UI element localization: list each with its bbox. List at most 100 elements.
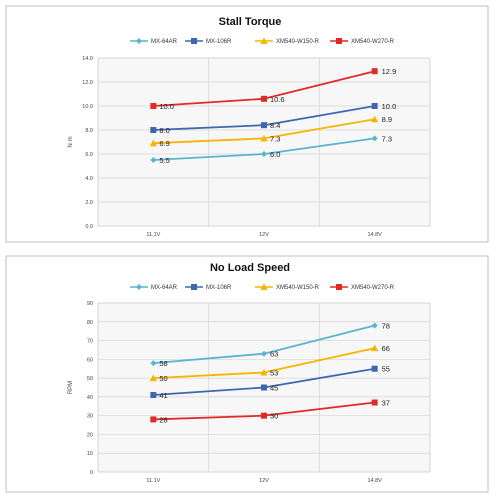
data-point-mx-106r [261, 122, 267, 129]
data-label-xm540-w270-r: 28 [159, 415, 167, 424]
data-label-xm540-w150-r: 6.9 [159, 139, 169, 148]
no-load-speed-chart: No Load Speed MX-64AR MX-106R XM540-W150-R X… [0, 250, 500, 500]
y-tick-label: 40 [87, 395, 93, 401]
x-tick-label: 14.8V [367, 478, 382, 484]
legend-label-xm540-w270-r: XM540-W270-R [351, 39, 395, 45]
y-tick-label: 10.0 [82, 104, 93, 110]
data-label-mx-64ar: 5.5 [159, 156, 169, 165]
series-mx-106r: 8.0 8.4 10.0 [150, 102, 396, 135]
data-label-xm540-w150-r: 66 [382, 344, 390, 353]
x-tick-label: 11.1V [146, 232, 160, 238]
data-label-xm540-w150-r: 50 [159, 374, 167, 383]
data-point-xm540-w270-r [150, 103, 157, 109]
legend-marker-mx-64ar [136, 284, 142, 290]
data-point-xm540-w270-r [261, 412, 267, 419]
y-tick-label: 4.0 [85, 176, 93, 182]
data-point-mx-64ar [371, 322, 378, 329]
y-tick-label: 12.0 [82, 80, 93, 86]
data-point-xm540-w150-r [371, 344, 379, 352]
y-axis-label: N·m [68, 136, 74, 147]
legend-label-xm540-w150-r: XM540-W150-R [276, 285, 320, 291]
data-point-xm540-w150-r [260, 134, 268, 142]
legend-label-xm540-w150-r: XM540-W150-R [276, 39, 320, 45]
data-label-mx-106r: 10.0 [382, 102, 397, 111]
no-load-speed-chart-svg: No Load Speed MX-64AR MX-106R XM540-W150-R X… [5, 255, 489, 493]
data-label-mx-106r: 8.4 [270, 121, 280, 130]
data-label-mx-106r: 55 [382, 365, 390, 374]
data-label-mx-64ar: 78 [382, 322, 390, 331]
y-tick-label: 0 [90, 470, 93, 476]
stall-torque-chart-svg: Stall Torque MX-64AR MX-106R XM540-W150-R XM… [5, 5, 489, 243]
data-label-xm540-w150-r: 7.3 [270, 134, 280, 143]
y-tick-label: 2.0 [85, 200, 93, 206]
data-label-mx-64ar: 58 [159, 359, 167, 368]
series-mx-64ar: 5.5 6.0 7.3 [150, 134, 392, 165]
data-point-xm540-w150-r [149, 374, 157, 382]
data-point-xm540-w270-r [371, 399, 378, 406]
y-tick-label: 20 [87, 432, 93, 438]
data-point-mx-106r [150, 127, 157, 133]
series-xm540-w150-r: 6.9 7.3 8.9 [149, 115, 392, 148]
data-label-xm540-w270-r: 37 [382, 399, 390, 408]
data-label-mx-106r: 41 [159, 391, 167, 400]
data-point-xm540-w270-r [150, 416, 157, 423]
legend-marker-xm540-w270-r [336, 38, 342, 44]
data-point-xm540-w270-r [371, 68, 378, 75]
y-tick-label: 0.0 [85, 224, 93, 230]
y-tick-label: 30 [87, 414, 93, 420]
x-tick-label: 11.1V [146, 478, 160, 484]
legend-label-xm540-w270-r: XM540-W270-R [351, 285, 395, 291]
x-tick-label: 14.8V [367, 232, 382, 238]
data-label-xm540-w270-r: 30 [270, 412, 278, 421]
data-point-mx-64ar [261, 151, 267, 157]
data-label-mx-106r: 45 [270, 384, 278, 393]
plot-area [97, 57, 431, 227]
series-mx-106r: 41 45 55 [150, 365, 390, 400]
data-label-xm540-w270-r: 12.9 [382, 67, 397, 76]
x-tick-label: 12V [259, 232, 269, 238]
legend-marker-xm540-w150-r [260, 37, 268, 44]
data-point-xm540-w150-r [260, 368, 268, 376]
legend-label-mx-64ar: MX-64AR [151, 39, 178, 45]
data-point-xm540-w270-r [261, 95, 267, 102]
data-point-xm540-w150-r [371, 115, 379, 123]
data-point-mx-106r [261, 384, 267, 391]
data-label-mx-64ar: 7.3 [382, 134, 392, 143]
data-point-xm540-w150-r [149, 139, 157, 147]
series-xm540-w270-r: 10.0 10.6 12.9 [150, 67, 396, 111]
y-tick-label: 6.0 [85, 152, 93, 158]
series-xm540-w270-r: 28 30 37 [150, 399, 390, 424]
y-tick-label: 60 [87, 357, 93, 363]
legend-marker-mx-106r [191, 284, 197, 290]
data-point-mx-106r [150, 392, 157, 399]
data-point-mx-64ar [150, 157, 157, 163]
x-tick-label: 12V [259, 478, 269, 484]
series-xm540-w150-r: 50 53 66 [149, 344, 390, 383]
stall-torque-chart: Stall Torque MX-64AR MX-106R XM540-W150-R XM… [5, 5, 489, 243]
legend-marker-xm540-w150-r [260, 283, 268, 290]
data-label-mx-64ar: 63 [270, 350, 278, 359]
data-label-mx-106r: 8.0 [159, 126, 169, 135]
data-point-mx-64ar [261, 350, 267, 357]
y-tick-label: 8.0 [85, 128, 93, 134]
chart-title: No Load Speed [210, 262, 290, 274]
data-point-mx-64ar [371, 135, 378, 142]
data-point-mx-106r [371, 103, 378, 109]
y-tick-label: 70 [87, 339, 93, 345]
data-label-xm540-w150-r: 8.9 [382, 115, 392, 124]
data-label-xm540-w270-r: 10.0 [159, 102, 174, 111]
data-point-mx-106r [371, 365, 378, 372]
y-tick-label: 10 [87, 451, 93, 457]
data-label-xm540-w270-r: 10.6 [270, 95, 285, 104]
chart-title: Stall Torque [219, 16, 282, 28]
y-tick-label: 80 [87, 320, 93, 326]
data-point-mx-64ar [150, 360, 157, 367]
legend-marker-mx-64ar [136, 38, 142, 44]
data-label-xm540-w150-r: 53 [270, 368, 278, 377]
legend-label-mx-106r: MX-106R [206, 39, 232, 45]
legend-label-mx-64ar: MX-64AR [151, 285, 178, 291]
legend-marker-xm540-w270-r [336, 284, 342, 290]
y-axis-label: RPM [68, 381, 74, 394]
series-mx-64ar: 58 63 78 [150, 322, 390, 368]
legend-label-mx-106r: MX-106R [206, 285, 232, 291]
